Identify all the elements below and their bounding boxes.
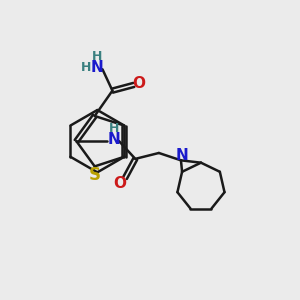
Text: H: H — [92, 50, 102, 63]
Text: N: N — [107, 132, 120, 147]
Text: N: N — [91, 60, 103, 75]
Text: H: H — [109, 122, 119, 135]
Text: S: S — [89, 166, 101, 184]
Text: O: O — [113, 176, 126, 191]
Text: N: N — [176, 148, 189, 163]
Text: H: H — [81, 61, 92, 74]
Text: O: O — [133, 76, 146, 91]
